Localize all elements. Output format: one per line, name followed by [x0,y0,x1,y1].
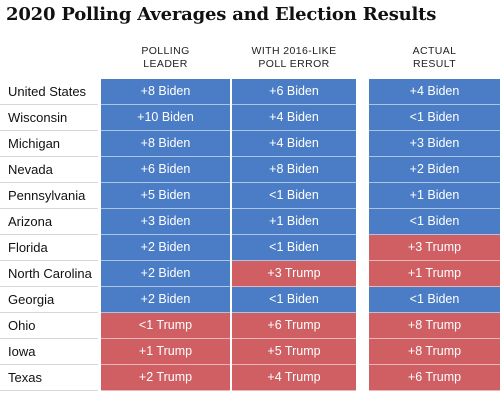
margin-cell-biden: <1 Biden [232,183,356,209]
margin-cell-biden: +4 Biden [369,79,500,105]
margin-cell-biden: +5 Biden [101,183,230,209]
state-name: United States [8,84,87,99]
table-row: Arizona +3 Biden +1 Biden <1 Biden [0,209,500,235]
state-name: North Carolina [8,266,92,281]
column-header-line: POLLING [141,45,190,57]
margin-cell-biden: +2 Biden [101,287,230,313]
row-divider [0,208,98,209]
margin-cell-biden: +6 Biden [232,79,356,105]
column-header-actual-result: ACTUAL RESULT [369,45,500,71]
state-name: Arizona [8,214,53,229]
margin-cell-biden: +10 Biden [101,105,230,131]
margin-cell-biden: <1 Biden [232,287,356,313]
margin-cell-biden: +3 Biden [101,209,230,235]
column-header-line: LEADER [143,58,188,70]
row-divider [0,286,98,287]
row-divider [0,260,98,261]
column-header-line: POLL ERROR [258,58,330,70]
column-header-line: RESULT [412,58,457,70]
margin-cell-trump: <1 Trump [101,313,230,339]
row-divider [0,182,98,183]
table-row: Iowa +1 Trump +5 Trump +8 Trump [0,339,500,365]
margin-cell-trump: +8 Trump [369,313,500,339]
margin-cell-biden: +4 Biden [232,105,356,131]
row-divider [0,338,98,339]
state-name: Wisconsin [8,110,68,125]
row-divider [0,312,98,313]
margin-cell-biden: <1 Biden [369,287,500,313]
table-row: Wisconsin +10 Biden +4 Biden <1 Biden [0,105,500,131]
margin-cell-biden: +1 Biden [232,209,356,235]
page-title: 2020 Polling Averages and Election Resul… [6,4,437,25]
table-row: Ohio <1 Trump +6 Trump +8 Trump [0,313,500,339]
state-name: Pennsylvania [8,188,86,203]
state-name: Texas [8,370,42,385]
margin-cell-trump: +4 Trump [232,365,356,391]
row-divider [0,364,98,365]
column-header-poll-error: WITH 2016-LIKE POLL ERROR [232,45,356,71]
state-name: Georgia [8,292,55,307]
row-divider [0,104,98,105]
margin-cell-trump: +3 Trump [232,261,356,287]
margin-cell-biden: +6 Biden [101,157,230,183]
table-row: Texas +2 Trump +4 Trump +6 Trump [0,365,500,391]
table-row: United States +8 Biden +6 Biden +4 Biden [0,79,500,105]
margin-cell-trump: +1 Trump [101,339,230,365]
margin-cell-biden: +2 Biden [369,157,500,183]
margin-cell-biden: +8 Biden [101,79,230,105]
table-row: Nevada +6 Biden +8 Biden +2 Biden [0,157,500,183]
margin-cell-biden: +8 Biden [232,157,356,183]
margin-cell-trump: +3 Trump [369,235,500,261]
margin-cell-biden: <1 Biden [369,209,500,235]
state-name: Nevada [8,162,53,177]
margin-cell-trump: +5 Trump [232,339,356,365]
table-row: Florida +2 Biden <1 Biden +3 Trump [0,235,500,261]
margin-cell-trump: +2 Trump [101,365,230,391]
margin-cell-biden: <1 Biden [369,105,500,131]
row-divider [0,390,98,391]
margin-cell-biden: +4 Biden [232,131,356,157]
margin-cell-biden: +2 Biden [101,261,230,287]
row-divider [0,234,98,235]
column-header-line: ACTUAL [412,45,457,57]
state-name: Michigan [8,136,61,151]
margin-cell-biden: +3 Biden [369,131,500,157]
margin-cell-biden: +8 Biden [101,131,230,157]
state-name: Florida [8,240,48,255]
column-header-line: WITH 2016-LIKE [251,45,337,57]
margin-cell-trump: +6 Trump [369,365,500,391]
state-name: Ohio [8,318,36,333]
margin-cell-biden: +2 Biden [101,235,230,261]
results-table: United States +8 Biden +6 Biden +4 Biden Wis… [0,79,500,391]
table-row: Michigan +8 Biden +4 Biden +3 Biden [0,131,500,157]
table-row: North Carolina +2 Biden +3 Trump +1 Trump [0,261,500,287]
row-divider [0,130,98,131]
table-row: Georgia +2 Biden <1 Biden <1 Biden [0,287,500,313]
column-header-polling-leader: POLLING LEADER [101,45,230,71]
margin-cell-trump: +8 Trump [369,339,500,365]
margin-cell-biden: <1 Biden [232,235,356,261]
row-divider [0,156,98,157]
state-name: Iowa [8,344,36,359]
margin-cell-trump: +1 Trump [369,261,500,287]
margin-cell-trump: +6 Trump [232,313,356,339]
table-row: Pennsylvania +5 Biden <1 Biden +1 Biden [0,183,500,209]
margin-cell-biden: +1 Biden [369,183,500,209]
